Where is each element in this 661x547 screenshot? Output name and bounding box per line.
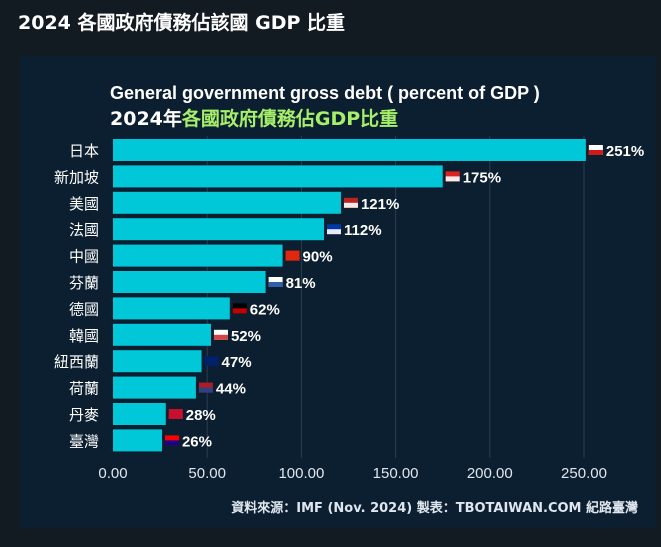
data-label: 175% xyxy=(463,169,501,186)
data-label: 28% xyxy=(186,407,216,424)
data-label: 62% xyxy=(250,301,280,318)
bar-taiwan xyxy=(113,429,162,452)
x-tick-label: 0.00 xyxy=(98,465,127,482)
x-tick-label: 250.00 xyxy=(561,465,607,482)
flag-stripe xyxy=(327,229,342,235)
bar-denmark xyxy=(113,403,166,425)
source-note: 資料來源：IMF (Nov. 2024) 製表：TBOTAIWAN.COM 紀路… xyxy=(231,500,638,516)
category-label: 中國 xyxy=(69,248,99,266)
category-label: 臺灣 xyxy=(69,432,99,450)
flag-stripe xyxy=(343,202,358,208)
category-label: 韓國 xyxy=(69,327,99,345)
bar-netherlands xyxy=(113,376,196,399)
flag-stripe xyxy=(268,282,283,287)
data-label: 26% xyxy=(182,433,212,450)
flag-stripe xyxy=(285,255,300,261)
category-label: 德國 xyxy=(69,300,99,318)
flag-stripe xyxy=(204,361,219,367)
category-label: 紐西蘭 xyxy=(54,353,99,371)
category-label: 法國 xyxy=(69,221,99,239)
bar-japan xyxy=(113,139,586,161)
category-label: 丹麥 xyxy=(69,406,99,424)
data-label: 90% xyxy=(303,249,333,266)
data-label: 81% xyxy=(286,275,316,292)
data-label: 44% xyxy=(216,381,246,398)
flag-stripe xyxy=(232,308,247,314)
flag-stripe xyxy=(588,150,603,155)
x-tick-label: 100.00 xyxy=(278,465,324,482)
flag-stripe xyxy=(213,334,228,340)
x-tick-label: 200.00 xyxy=(467,465,513,482)
category-label: 芬蘭 xyxy=(69,274,99,292)
chart-title: General government gross debt ( percent … xyxy=(110,83,540,103)
flag-stripe xyxy=(198,387,213,393)
x-tick-label: 50.00 xyxy=(188,465,226,482)
bar-france xyxy=(113,218,325,241)
category-label: 日本 xyxy=(69,142,99,160)
data-label: 52% xyxy=(231,328,261,345)
subtitle-prefix: 2024年 xyxy=(110,107,182,130)
flag-stripe xyxy=(168,414,183,419)
bar-finland xyxy=(113,271,266,293)
x-tick-label: 150.00 xyxy=(373,465,419,482)
chart-subtitle: 2024年各國政府債務佔GDP比重 xyxy=(110,107,398,130)
bar-singapore xyxy=(113,165,443,188)
data-label: 47% xyxy=(222,354,252,371)
bar-usa xyxy=(113,191,341,214)
subtitle-highlight: 各國政府債務佔GDP比重 xyxy=(181,107,398,130)
flag-stripe xyxy=(164,440,179,446)
bar-new-zealand xyxy=(113,350,202,373)
page-title: 2024 各國政府債務佔該國 GDP 比重 xyxy=(18,12,346,34)
category-label: 荷蘭 xyxy=(69,380,99,398)
bar-china xyxy=(113,244,283,267)
category-label: 新加坡 xyxy=(54,168,99,186)
bar-germany xyxy=(113,297,230,320)
flag-stripe xyxy=(445,176,460,182)
category-label: 美國 xyxy=(69,195,99,213)
data-label: 251% xyxy=(606,143,644,160)
bar-korea xyxy=(113,323,211,346)
data-label: 121% xyxy=(361,196,399,213)
data-label: 112% xyxy=(344,222,382,239)
